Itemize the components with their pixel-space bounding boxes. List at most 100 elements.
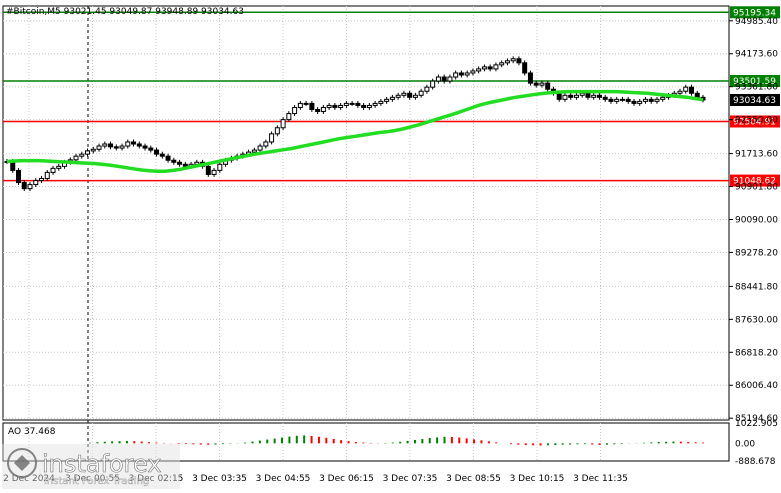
- candle-body: [447, 76, 453, 82]
- symbol-header: #Bitcoin,M5 93021.45 93049.87 93948.89 9…: [6, 7, 244, 17]
- candle-body: [476, 68, 482, 72]
- moving-average: [6, 89, 704, 173]
- price-axis: 94985.40 94173.60 93361.80 92550.00 91713.60…: [729, 17, 778, 467]
- candle-body: [579, 92, 585, 96]
- candle-body: [119, 145, 125, 149]
- candle-body: [182, 163, 188, 167]
- candle-body: [637, 100, 643, 104]
- candle-body: [533, 82, 539, 86]
- candle-body: [165, 155, 171, 161]
- candle-body: [568, 94, 574, 98]
- price-tick-label: 94173.60: [735, 50, 778, 60]
- candle-body: [102, 143, 108, 147]
- time-label: 3 Dec 06:15: [319, 474, 374, 484]
- time-label: 3 Dec 04:55: [256, 474, 311, 484]
- candle-body: [596, 94, 602, 98]
- ma-series-line: [6, 89, 704, 173]
- candle-body: [21, 182, 27, 190]
- candle-body: [660, 96, 666, 100]
- candle-body: [694, 92, 700, 98]
- candle-body: [361, 104, 367, 108]
- candle-body: [522, 62, 528, 74]
- candle-body: [286, 113, 292, 121]
- candle-body: [481, 66, 487, 70]
- candle-body: [487, 66, 493, 70]
- candle-body: [441, 76, 447, 82]
- candle-body: [251, 149, 257, 153]
- candle-body: [297, 102, 303, 108]
- candle-body: [591, 94, 597, 98]
- ao-tick-label: 0.00: [735, 439, 755, 449]
- candle-body: [343, 102, 349, 106]
- candle-body: [614, 98, 620, 102]
- candle-body: [378, 100, 384, 104]
- level-price-tag: [730, 75, 780, 88]
- candle-body: [16, 169, 22, 184]
- instaforex-logo: instaforex Instant Forex Trading: [2, 444, 180, 489]
- candle-body: [539, 82, 545, 86]
- price-tick-label: 86006.40: [735, 381, 778, 391]
- price-tick-label: 90901.80: [735, 183, 778, 193]
- time-label: 3 Dec 10:15: [510, 474, 565, 484]
- level-price-label: 93501.59: [733, 77, 776, 87]
- level-price-tag: [730, 174, 780, 187]
- candle-body: [407, 92, 413, 98]
- candle-body: [131, 141, 137, 145]
- candle-body: [96, 145, 102, 150]
- main-plot-frame: [2, 5, 730, 421]
- candle-body: [499, 62, 505, 66]
- candle-body: [309, 102, 315, 111]
- ao-label: AO 37.468: [8, 427, 56, 437]
- ao-tick-label: 1022.905: [735, 419, 778, 429]
- time-label: 3 Dec 08:55: [446, 474, 501, 484]
- candle-body: [424, 86, 430, 92]
- candle-body: [562, 94, 568, 100]
- candle-body: [510, 58, 516, 62]
- level-price-tag: [730, 115, 780, 128]
- logo-diamond-icon: [14, 455, 30, 471]
- candle-body: [332, 104, 338, 108]
- candle-body: [108, 143, 114, 148]
- candle-body: [349, 102, 355, 105]
- candle-body: [73, 155, 79, 161]
- level-price-label: 92504.91: [733, 117, 776, 127]
- candle-body: [257, 145, 263, 151]
- candle-body: [148, 147, 154, 151]
- candle-body: [90, 148, 96, 152]
- candle-body: [585, 92, 591, 98]
- candle-body: [372, 102, 378, 106]
- candle-body: [401, 92, 407, 96]
- ao-tick-label: -888.678: [735, 457, 776, 467]
- candle-body: [205, 165, 211, 175]
- price-tick-label: 91713.60: [735, 150, 778, 160]
- ao-histogram: [89, 435, 704, 446]
- candle-body: [39, 178, 45, 182]
- candle-body: [217, 163, 223, 171]
- horizontal-levels[interactable]: 95195.34 93501.59 92504.91 91048.62 93034.63: [3, 6, 780, 187]
- candle-body: [303, 102, 309, 105]
- candle-body: [338, 104, 344, 108]
- candle-body: [688, 86, 694, 94]
- time-label: 3 Dec 11:35: [573, 474, 628, 484]
- candle-body: [292, 106, 298, 115]
- candle-body: [154, 149, 160, 155]
- price-tick-label: 94985.40: [735, 17, 778, 27]
- time-label: 2 Dec 2024: [3, 474, 55, 484]
- candle-body: [631, 100, 637, 104]
- candle-body: [683, 86, 689, 92]
- candle-body: [418, 90, 424, 96]
- candle-body: [493, 64, 499, 70]
- candle-body: [269, 133, 275, 143]
- candle-body: [177, 161, 183, 165]
- candle-body: [27, 184, 33, 190]
- candle-body: [602, 96, 608, 100]
- candle-body: [280, 119, 286, 129]
- candle-body: [263, 141, 269, 147]
- candle-body: [33, 180, 39, 186]
- candle-body: [464, 72, 470, 76]
- candle-body: [274, 127, 280, 135]
- candle-body: [79, 153, 85, 157]
